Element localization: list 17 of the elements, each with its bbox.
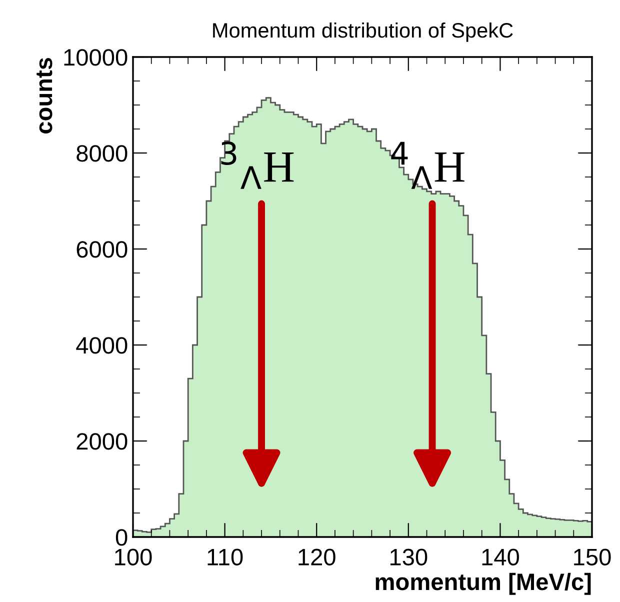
y-tick-label: 6000 — [76, 241, 128, 258]
x-tick-label: 130 — [390, 548, 428, 566]
x-axis-title: momentum [MeV/c] — [376, 572, 591, 595]
x-tick-label: 150 — [574, 548, 611, 566]
y-tick-label: 2000 — [76, 433, 128, 450]
x-tick-label: 120 — [298, 548, 336, 566]
y-axis-title: counts — [36, 58, 52, 134]
y-tick-label: 0 — [116, 529, 128, 546]
annotation: $^{4}$$_{Λ}$H — [391, 142, 464, 189]
x-tick-label: 110 — [208, 548, 243, 566]
chart-title: Momentum distribution of SpekC — [213, 22, 513, 42]
x-tick-label: 140 — [482, 548, 519, 566]
annotation: $^{3}$$_{Λ}$H — [221, 141, 294, 189]
y-tick-label: 4000 — [76, 337, 128, 354]
y-tick-label: 10000 — [64, 49, 128, 66]
x-tick-label: 100 — [115, 548, 152, 566]
y-tick-label: 8000 — [76, 145, 128, 162]
